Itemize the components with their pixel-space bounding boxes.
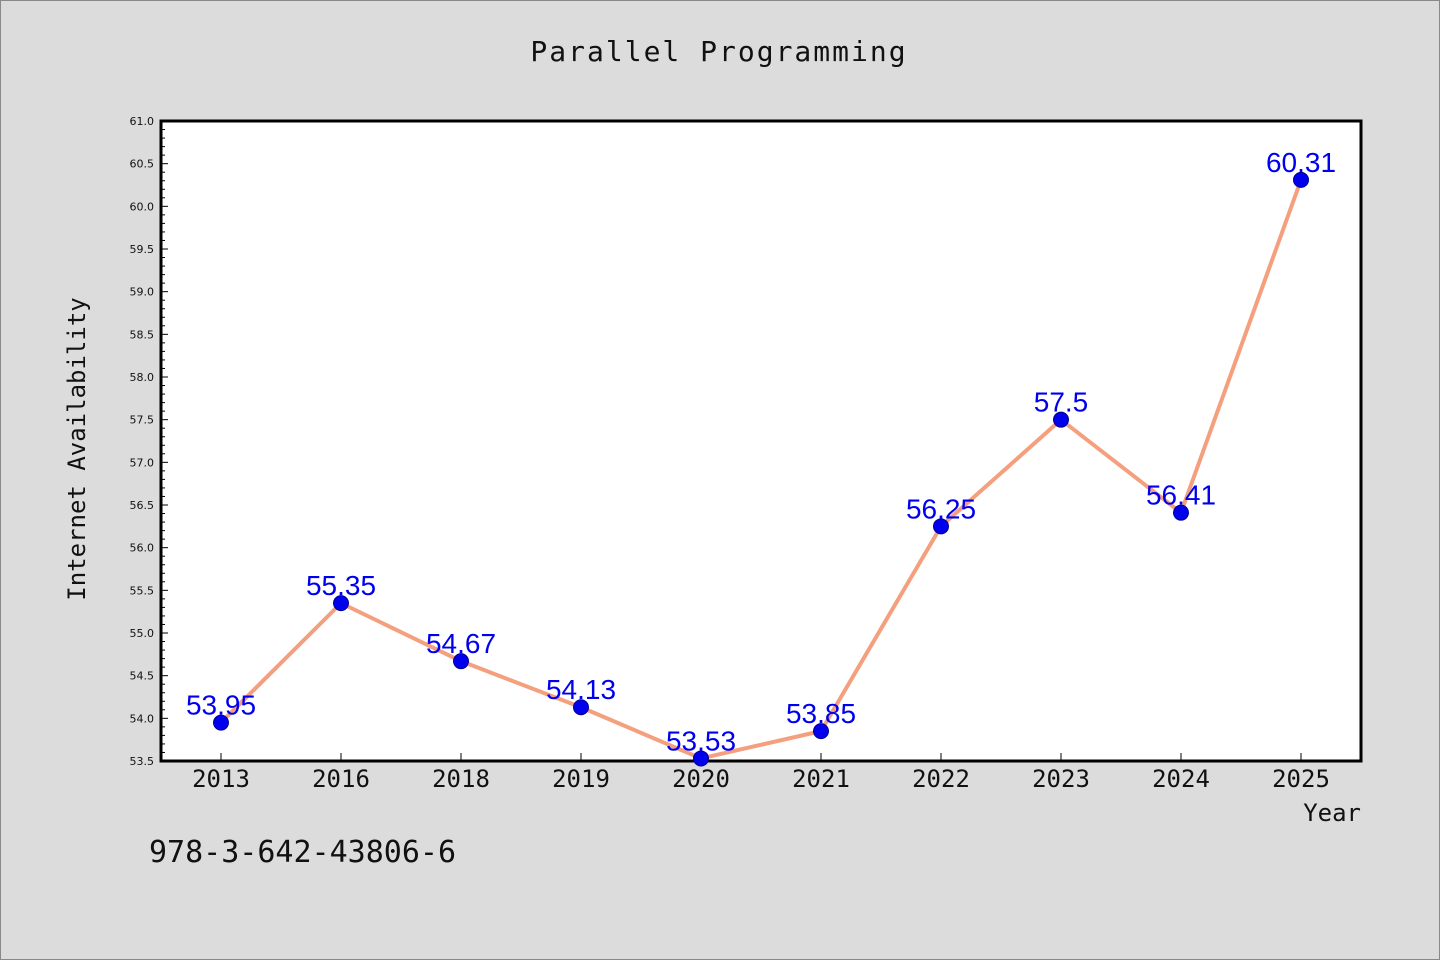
x-axis-label: Year — [1303, 799, 1361, 827]
x-tick-label: 2016 — [312, 765, 370, 793]
y-tick-label: 60.0 — [130, 200, 155, 213]
y-tick-label: 58.0 — [130, 371, 155, 384]
y-tick-label: 54.0 — [130, 712, 155, 725]
data-point — [573, 699, 589, 716]
y-tick-label: 61.0 — [130, 115, 155, 128]
y-tick-label: 54.5 — [130, 670, 155, 683]
series-line — [219, 179, 1303, 761]
data-point — [933, 518, 949, 535]
x-tick-label: 2023 — [1032, 765, 1090, 793]
x-tick-label: 2019 — [552, 765, 610, 793]
data-label: 53.95 — [186, 690, 256, 721]
data-point — [693, 750, 709, 767]
y-tick-label: 53.5 — [130, 755, 155, 768]
y-tick-label: 55.0 — [130, 627, 155, 640]
y-axis-label: Internet Availability — [63, 297, 91, 600]
y-tick-label: 56.0 — [130, 542, 155, 555]
y-tick-label: 57.0 — [130, 456, 155, 469]
data-label: 55.35 — [306, 570, 376, 601]
data-point — [453, 653, 469, 670]
data-point — [1173, 504, 1189, 521]
x-tick-label: 2024 — [1152, 765, 1210, 793]
data-label: 53.53 — [666, 725, 736, 756]
data-label: 56.41 — [1146, 480, 1216, 511]
x-tick-label: 2013 — [192, 765, 250, 793]
y-tick-label: 60.5 — [130, 158, 155, 171]
y-tick-label: 58.5 — [130, 328, 155, 341]
data-label: 53.85 — [786, 698, 856, 729]
x-tick-label: 2021 — [792, 765, 850, 793]
data-point — [213, 714, 229, 731]
data-label: 60.31 — [1266, 147, 1336, 178]
y-tick-label: 56.5 — [130, 499, 155, 512]
data-point — [813, 723, 829, 740]
data-label: 57.5 — [1034, 387, 1089, 418]
data-point — [1053, 411, 1069, 428]
x-tick-label: 2018 — [432, 765, 490, 793]
x-tick-label: 2025 — [1272, 765, 1330, 793]
data-point — [1293, 171, 1309, 188]
y-tick-label: 57.5 — [130, 414, 155, 427]
isbn-label: 978-3-642-43806-6 — [149, 835, 457, 870]
data-point — [333, 595, 349, 612]
y-tick-label: 59.5 — [130, 243, 155, 256]
x-tick-label: 2022 — [912, 765, 970, 793]
y-tick-label: 59.0 — [130, 286, 155, 299]
data-label: 56.25 — [906, 493, 976, 524]
plot-area — [159, 119, 1363, 763]
data-label: 54.13 — [546, 674, 616, 705]
x-tick-label: 2020 — [672, 765, 730, 793]
data-label: 54.67 — [426, 628, 496, 659]
y-tick-label: 55.5 — [130, 584, 155, 597]
chart-title: Parallel Programming — [530, 35, 908, 68]
